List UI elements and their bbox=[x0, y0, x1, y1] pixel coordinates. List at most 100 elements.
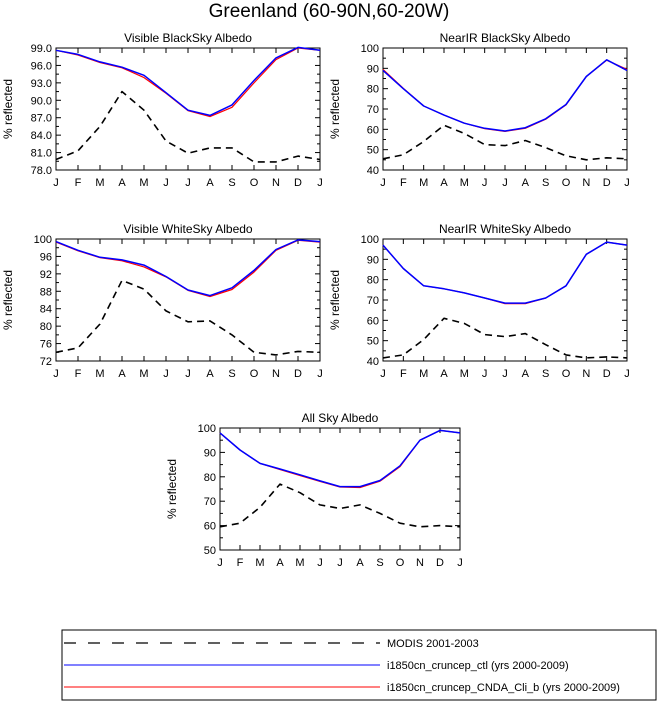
series-line-1 bbox=[382, 124, 628, 161]
x-tick-label: O bbox=[396, 557, 405, 569]
y-tick-label: 84 bbox=[40, 304, 52, 316]
x-tick-label: M bbox=[419, 177, 428, 189]
y-axis-label: % reflected bbox=[328, 79, 342, 139]
x-tick-label: M bbox=[419, 368, 428, 380]
x-tick-label: A bbox=[522, 177, 530, 189]
panel-title: NearIR WhiteSky Albedo bbox=[439, 222, 571, 236]
legend-box bbox=[61, 629, 657, 701]
x-tick-label: J bbox=[185, 177, 191, 189]
figure-title: Greenland (60-90N,60-20W) bbox=[209, 1, 450, 22]
legend-label-3: i1850cn_cruncep_CNDA_Cli_b (yrs 2000-200… bbox=[387, 682, 620, 694]
legend-label-2: i1850cn_cruncep_ctl (yrs 2000-2009) bbox=[387, 660, 569, 672]
x-tick-label: J bbox=[482, 368, 488, 380]
x-tick-label: F bbox=[75, 368, 82, 380]
x-tick-label: F bbox=[237, 557, 244, 569]
y-tick-label: 88 bbox=[40, 286, 52, 298]
y-tick-label: 90 bbox=[367, 254, 379, 266]
y-axis-label: % reflected bbox=[1, 79, 15, 139]
x-tick-label: J bbox=[624, 177, 630, 189]
y-axis-label: % reflected bbox=[328, 270, 342, 330]
x-tick-label: J bbox=[163, 177, 169, 189]
x-tick-label: J bbox=[317, 177, 323, 189]
x-tick-label: D bbox=[294, 177, 302, 189]
y-tick-label: 100 bbox=[361, 234, 379, 246]
panel-title: Visible WhiteSky Albedo bbox=[123, 222, 253, 236]
x-tick-label: D bbox=[603, 177, 611, 189]
x-tick-label: M bbox=[460, 368, 469, 380]
x-tick-label: A bbox=[118, 368, 126, 380]
y-tick-label: 96.0 bbox=[31, 60, 52, 72]
x-tick-label: S bbox=[542, 368, 549, 380]
series-line-2 bbox=[382, 59, 628, 132]
plot-frame bbox=[55, 238, 321, 362]
y-tick-label: 40 bbox=[367, 165, 379, 177]
y-tick-label: 50 bbox=[367, 336, 379, 348]
series-line-1 bbox=[55, 90, 321, 163]
x-tick-label: A bbox=[440, 368, 448, 380]
x-tick-label: A bbox=[276, 557, 284, 569]
y-tick-label: 40 bbox=[367, 356, 379, 368]
series-line-3 bbox=[382, 59, 628, 132]
series-line-2 bbox=[382, 241, 628, 304]
x-tick-label: J bbox=[53, 177, 59, 189]
x-tick-label: M bbox=[255, 557, 264, 569]
x-tick-label: M bbox=[139, 177, 148, 189]
series-line-2 bbox=[219, 429, 461, 488]
x-tick-label: D bbox=[436, 557, 444, 569]
x-tick-label: S bbox=[542, 177, 549, 189]
y-tick-label: 90.0 bbox=[31, 95, 52, 107]
x-tick-label: A bbox=[206, 177, 214, 189]
x-tick-label: F bbox=[400, 368, 407, 380]
plot-frame bbox=[55, 47, 321, 171]
y-tick-label: 93.0 bbox=[31, 78, 52, 90]
y-tick-label: 84.0 bbox=[31, 130, 52, 142]
x-tick-label: A bbox=[440, 177, 448, 189]
x-tick-label: O bbox=[250, 177, 259, 189]
x-tick-label: N bbox=[272, 177, 280, 189]
y-tick-label: 90 bbox=[367, 63, 379, 75]
plot-frame bbox=[219, 427, 461, 551]
x-tick-label: J bbox=[317, 368, 323, 380]
y-tick-label: 60 bbox=[367, 124, 379, 136]
series-line-3 bbox=[55, 47, 321, 118]
x-tick-label: S bbox=[228, 368, 235, 380]
series-line-1 bbox=[219, 483, 461, 528]
plot-frame bbox=[382, 47, 628, 171]
series-line-3 bbox=[55, 239, 321, 298]
x-tick-label: M bbox=[295, 557, 304, 569]
x-tick-label: J bbox=[502, 368, 508, 380]
x-tick-label: J bbox=[53, 368, 59, 380]
y-tick-label: 87.0 bbox=[31, 113, 52, 125]
y-tick-label: 80 bbox=[204, 472, 216, 484]
y-tick-label: 100 bbox=[198, 423, 216, 435]
panel-1: Visible BlackSky Albedo 78.0 81.0 84.0 87.0 9… bbox=[1, 31, 323, 189]
x-tick-label: J bbox=[502, 177, 508, 189]
y-tick-label: 100 bbox=[34, 234, 52, 246]
y-tick-label: 72 bbox=[40, 356, 52, 368]
y-tick-label: 70 bbox=[367, 295, 379, 307]
x-tick-label: M bbox=[95, 177, 104, 189]
x-tick-label: J bbox=[317, 557, 323, 569]
x-tick-label: A bbox=[522, 368, 530, 380]
y-tick-label: 50 bbox=[367, 145, 379, 157]
x-tick-label: S bbox=[376, 557, 383, 569]
y-tick-label: 60 bbox=[204, 521, 216, 533]
y-tick-label: 81.0 bbox=[31, 148, 52, 160]
x-tick-label: O bbox=[562, 177, 571, 189]
x-tick-label: J bbox=[217, 557, 223, 569]
x-tick-label: D bbox=[603, 368, 611, 380]
panel-title: NearIR BlackSky Albedo bbox=[440, 31, 571, 45]
x-tick-label: N bbox=[416, 557, 424, 569]
x-tick-label: A bbox=[118, 177, 126, 189]
y-tick-label: 100 bbox=[361, 43, 379, 55]
y-tick-label: 80 bbox=[367, 84, 379, 96]
x-tick-label: O bbox=[250, 368, 259, 380]
series-line-1 bbox=[382, 317, 628, 359]
y-tick-label: 80 bbox=[40, 321, 52, 333]
x-tick-label: M bbox=[460, 177, 469, 189]
panel-title: Visible BlackSky Albedo bbox=[124, 31, 252, 45]
y-tick-label: 96 bbox=[40, 251, 52, 263]
